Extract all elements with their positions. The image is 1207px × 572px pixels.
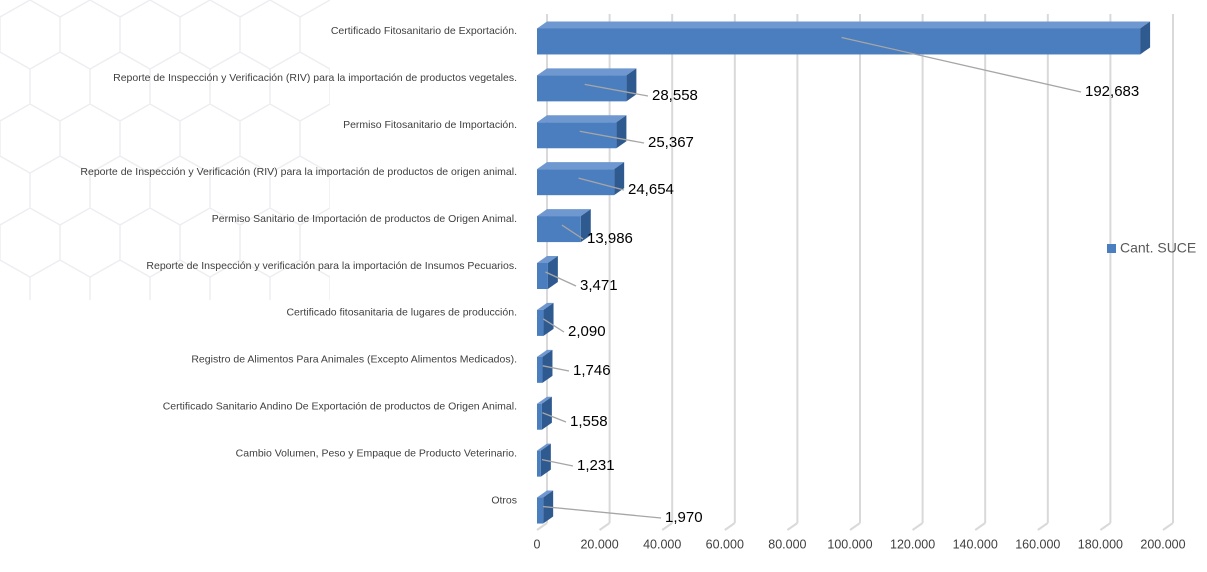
x-tick-label: 160.000 — [1015, 537, 1060, 551]
bar-side — [616, 115, 627, 149]
x-tick-label: 180.000 — [1078, 537, 1123, 551]
grid-floor — [536, 522, 548, 531]
leader-line — [542, 412, 567, 423]
x-tick-label: 0 — [534, 537, 541, 551]
background-pattern — [0, 0, 330, 300]
bar — [537, 356, 543, 383]
bar-top — [537, 443, 551, 451]
leader-line — [542, 318, 565, 333]
leader-line — [545, 271, 577, 287]
bar — [537, 403, 542, 430]
grid-floor — [1162, 522, 1174, 531]
category-label: Otros — [491, 494, 517, 506]
bar-top — [537, 21, 1151, 29]
bar-top — [537, 396, 552, 404]
bar — [537, 263, 548, 289]
grid-floor — [661, 522, 673, 531]
leader-line — [561, 224, 584, 240]
leader-line — [543, 505, 662, 519]
category-label: Cambio Volumen, Peso y Empaque de Produc… — [236, 447, 517, 459]
grid-floor — [599, 522, 611, 531]
bar-side — [547, 256, 558, 289]
data-label: 1,231 — [577, 457, 615, 474]
x-tick-label: 20.000 — [580, 537, 618, 551]
category-label: Reporte de Inspección y Verificación (RI… — [113, 72, 517, 84]
bar-side — [543, 302, 554, 336]
grid-floor — [849, 522, 861, 531]
x-tick-label: 120.000 — [890, 537, 935, 551]
bar-side — [614, 162, 625, 196]
grid-floor — [724, 522, 736, 531]
data-label: 25,367 — [648, 134, 694, 151]
bar — [537, 497, 544, 524]
x-tick-label: 100.000 — [827, 537, 872, 551]
data-label: 3,471 — [580, 277, 618, 294]
bar-top — [537, 256, 558, 263]
x-tick-label: 200.000 — [1140, 537, 1185, 551]
leader-line — [541, 458, 574, 467]
data-label: 2,090 — [568, 323, 606, 340]
legend-label: Cant. SUCE — [1120, 240, 1196, 256]
bar-side — [580, 209, 591, 243]
data-label: 1,746 — [573, 362, 611, 379]
data-label: 13,986 — [587, 230, 633, 247]
category-label: Permiso Fitosanitario de Importación. — [343, 119, 517, 131]
grid-floor — [1037, 522, 1049, 531]
x-tick-label: 140.000 — [953, 537, 998, 551]
bar-top — [537, 68, 637, 76]
data-label: 24,654 — [628, 181, 674, 198]
bar — [537, 28, 1141, 55]
data-label: 28,558 — [652, 87, 698, 104]
bar-top — [537, 349, 553, 357]
category-label: Certificado Sanitario Andino De Exportac… — [163, 401, 517, 413]
bar-top — [537, 302, 554, 310]
bar-top — [537, 115, 627, 123]
category-label: Registro de Alimentos Para Animales (Exc… — [191, 354, 517, 366]
grid-floor — [912, 522, 924, 531]
bar — [537, 169, 615, 196]
bar — [537, 75, 627, 102]
category-label: Permiso Sanitario de Importación de prod… — [212, 213, 517, 225]
x-tick-label: 60.000 — [706, 537, 744, 551]
bar — [537, 450, 541, 477]
x-tick-label: 80.000 — [768, 537, 806, 551]
data-label: 192,683 — [1085, 83, 1139, 100]
bar-side — [541, 396, 552, 430]
bar-top — [537, 490, 554, 498]
bar — [537, 309, 544, 336]
leader-line — [578, 177, 625, 191]
leader-line — [579, 130, 645, 144]
leader-line — [841, 36, 1082, 93]
grid-floor — [1099, 522, 1111, 531]
category-label: Reporte de Inspección y verificación par… — [146, 260, 517, 272]
grid-floor — [974, 522, 986, 531]
bar-side — [1140, 21, 1151, 55]
legend-swatch — [1107, 244, 1116, 253]
grid-floor — [786, 522, 798, 531]
category-label: Certificado fitosanitaria de lugares de … — [286, 307, 517, 319]
bar-top — [537, 162, 625, 170]
category-label: Reporte de Inspección y Verificación (RI… — [80, 166, 517, 178]
category-label: Certificado Fitosanitario de Exportación… — [331, 25, 517, 37]
leader-line — [542, 365, 570, 372]
data-label: 1,970 — [665, 509, 703, 526]
bar — [537, 216, 581, 243]
bar-top — [537, 209, 591, 217]
leader-line — [584, 83, 649, 97]
x-tick-label: 40.000 — [643, 537, 681, 551]
data-label: 1,558 — [570, 413, 608, 430]
